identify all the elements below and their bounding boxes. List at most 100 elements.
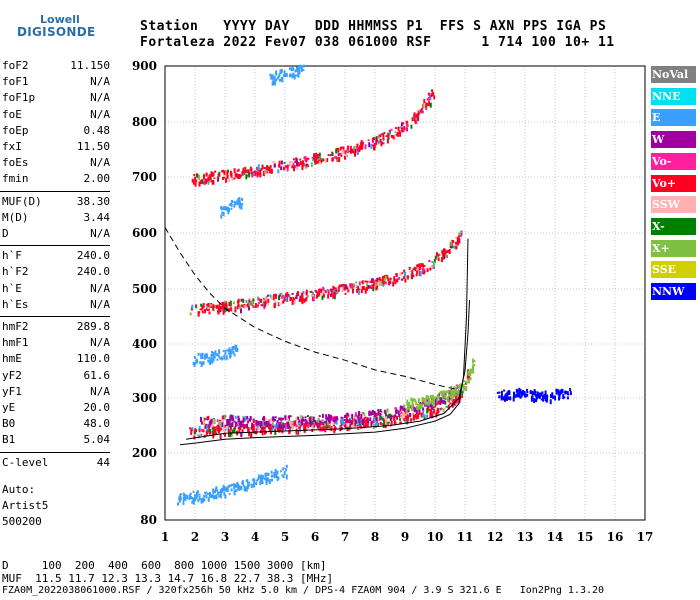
legend-item: NNW <box>651 283 696 300</box>
echo-point <box>374 411 376 416</box>
echo-point <box>396 278 399 283</box>
echo-point <box>388 131 391 136</box>
echo-point <box>227 426 230 429</box>
echo-point <box>309 424 312 427</box>
echo-point <box>303 423 306 426</box>
param-name: foEs <box>2 156 29 170</box>
x-tick-label: 14 <box>547 530 564 544</box>
echo-point <box>397 410 400 414</box>
echo-point <box>366 422 369 427</box>
echo-point <box>257 420 260 426</box>
param-name: D <box>2 227 9 240</box>
echo-point <box>298 163 301 167</box>
echo-point <box>233 490 236 496</box>
echo-point <box>226 207 228 211</box>
echo-point <box>413 407 416 413</box>
param-value: 240.0 <box>76 249 110 263</box>
echo-point <box>196 491 199 495</box>
param-value: 11.50 <box>76 140 110 153</box>
x-tick-label: 9 <box>401 530 409 544</box>
echo-point <box>566 396 569 400</box>
echo-point <box>222 176 224 180</box>
echo-point <box>275 293 277 299</box>
echo-point <box>351 420 354 425</box>
echo-point <box>195 496 198 500</box>
echo-point <box>252 485 255 488</box>
echo-point <box>417 264 419 269</box>
echo-point <box>422 409 425 415</box>
echo-point <box>507 396 510 400</box>
echo-point <box>224 424 227 428</box>
echo-point <box>394 407 397 410</box>
echo-point <box>201 306 204 310</box>
echo-point <box>473 364 476 366</box>
echo-point <box>245 486 248 492</box>
echo-point <box>456 398 459 404</box>
echo-point <box>395 273 398 277</box>
echo-point <box>447 404 450 410</box>
echo-point <box>234 347 237 352</box>
legend-item: SSE <box>651 261 696 279</box>
echo-point <box>314 421 317 425</box>
echo-point <box>283 295 286 298</box>
echo-point <box>265 472 268 477</box>
echo-point <box>408 404 411 410</box>
echo-point <box>321 424 324 427</box>
echo-point <box>356 288 358 293</box>
echo-point <box>219 307 222 313</box>
echo-point <box>289 160 291 166</box>
echo-point <box>432 410 435 414</box>
echo-point <box>404 271 407 276</box>
echo-point <box>272 295 275 301</box>
echo-point <box>226 488 229 492</box>
echo-point <box>442 256 445 260</box>
echo-point <box>349 424 352 429</box>
echo-point <box>371 420 374 423</box>
echo-point <box>268 420 271 423</box>
echo-point <box>271 74 274 80</box>
echo-point <box>531 390 534 396</box>
echo-point <box>322 423 325 429</box>
echo-point <box>414 414 417 417</box>
echo-point <box>216 353 219 357</box>
echo-point <box>182 497 185 501</box>
echo-point <box>390 420 393 425</box>
echo-point <box>554 395 557 401</box>
echo-point <box>252 482 255 488</box>
echo-point <box>557 393 560 396</box>
echo-point <box>343 286 346 291</box>
echo-point <box>358 411 361 414</box>
echo-point <box>238 423 241 426</box>
echo-point <box>282 295 285 298</box>
echo-point <box>363 420 366 424</box>
echo-point <box>212 180 215 185</box>
echo-point <box>216 419 219 423</box>
echo-point <box>419 109 422 113</box>
echo-point <box>222 301 225 306</box>
echo-point <box>340 146 342 151</box>
echo-point <box>233 353 236 357</box>
echo-point <box>259 298 262 302</box>
echo-point <box>298 65 301 68</box>
echo-point <box>301 292 304 298</box>
echo-point <box>422 103 425 109</box>
echo-point <box>221 422 224 428</box>
param-value: 289.8 <box>76 320 110 333</box>
echo-point <box>286 291 289 294</box>
echo-point <box>315 152 318 155</box>
echo-point <box>264 169 267 173</box>
echo-point <box>217 178 219 182</box>
echo-point <box>542 396 545 402</box>
echo-point <box>306 158 309 161</box>
echo-point <box>319 288 322 291</box>
echo-point <box>324 158 327 164</box>
echo-point <box>195 494 198 498</box>
echo-point <box>232 483 235 487</box>
echo-point <box>324 290 327 294</box>
echo-point <box>216 358 219 361</box>
echo-point <box>452 240 455 243</box>
echo-point <box>524 393 527 398</box>
echo-point <box>333 291 336 297</box>
echo-point <box>536 391 539 396</box>
echo-point <box>540 392 543 397</box>
